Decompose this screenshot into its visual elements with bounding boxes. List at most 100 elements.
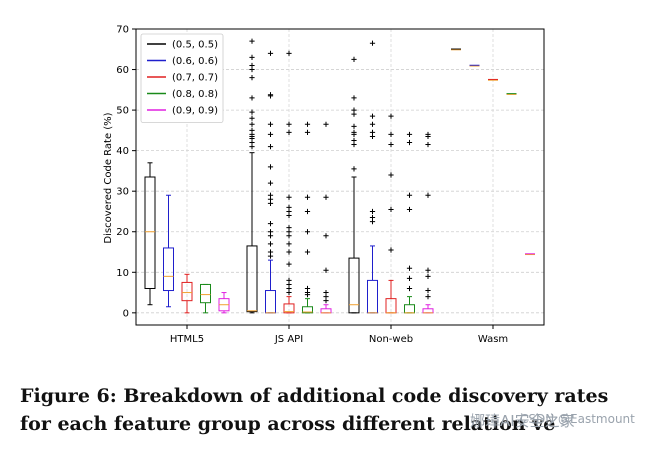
y-tick-label: 0	[123, 308, 129, 319]
flier-point	[406, 131, 413, 138]
flier-point	[323, 233, 329, 239]
flier-point	[286, 129, 292, 135]
flier-point	[249, 109, 255, 115]
box-body	[348, 257, 360, 314]
flier-point	[369, 208, 376, 215]
wechat-watermark: 娜璋AI安全之家	[470, 412, 575, 430]
flier-point	[388, 172, 394, 178]
box-non-web-4	[404, 131, 415, 314]
flier-point	[286, 261, 292, 267]
flier-point	[286, 204, 292, 211]
flier-point	[267, 143, 274, 150]
flier-point	[369, 129, 376, 135]
box-html5-4	[200, 283, 211, 314]
flier-point	[351, 56, 357, 63]
legend-label: (0.7, 0.7)	[172, 73, 218, 84]
flier-point	[369, 113, 376, 119]
y-tick-label: 50	[116, 106, 129, 117]
legend-item: (0.7, 0.7)	[147, 73, 218, 84]
box-body	[265, 290, 276, 314]
flier-point	[406, 192, 413, 198]
box-body	[404, 304, 415, 314]
box-plot-chart: 0 10 20 30 40 50 60 70 HTML5 JS API Non-web Wasm (…	[103, 25, 545, 345]
flier-point	[267, 192, 274, 198]
flier-point	[286, 249, 292, 255]
flier-point	[406, 265, 413, 271]
y-tick-label: 30	[116, 187, 129, 198]
flier-point	[267, 50, 274, 56]
flier-point	[369, 121, 376, 127]
flier-point	[267, 121, 274, 127]
flier-point	[286, 225, 292, 231]
flier-point	[323, 121, 329, 127]
flier-point	[249, 38, 255, 44]
flier-point	[304, 229, 311, 235]
flier-point	[388, 206, 394, 213]
flier-point	[323, 267, 329, 273]
legend-item: (0.8, 0.8)	[147, 89, 218, 100]
flier-point	[369, 214, 376, 221]
csdn-watermark: CSDN @Eastmount	[520, 412, 635, 426]
flier-point	[425, 273, 431, 279]
flier-point	[267, 92, 274, 98]
x-tick-label: JS API	[274, 334, 303, 345]
box-js-api-2	[265, 50, 276, 314]
flier-point	[304, 249, 311, 255]
flier-point	[351, 166, 357, 172]
legend-item: (0.5, 0.5)	[147, 40, 218, 51]
flier-point	[267, 221, 274, 227]
flier-point	[286, 194, 292, 200]
flier-point	[351, 137, 357, 144]
flier-point	[425, 267, 431, 273]
flier-point	[267, 164, 274, 170]
flier-point	[351, 107, 357, 113]
box-body	[144, 176, 156, 290]
x-tick-label: Non-web	[369, 334, 413, 345]
flier-point	[304, 129, 311, 135]
box-body	[283, 303, 295, 314]
flier-point	[304, 285, 311, 292]
box-js-api-5	[320, 121, 332, 314]
flier-point	[406, 285, 413, 292]
flier-point	[388, 141, 394, 148]
flier-point	[351, 95, 357, 101]
x-tick-label: Wasm	[478, 334, 508, 345]
legend-label: (0.9, 0.9)	[172, 106, 218, 117]
flier-point	[425, 294, 431, 300]
box-wasm-1	[451, 48, 461, 51]
box-series	[144, 38, 535, 314]
box-wasm-2	[469, 64, 480, 67]
box-html5-2	[163, 194, 174, 308]
box-js-api-1	[246, 38, 258, 314]
flier-point	[304, 194, 311, 200]
box-js-api-4	[302, 121, 313, 314]
flier-point	[286, 121, 292, 127]
x-axis: HTML5 JS API Non-web Wasm	[170, 325, 508, 345]
box-body	[422, 308, 434, 314]
flier-point	[249, 62, 255, 69]
y-axis-label: Discovered Code Rate (%)	[103, 112, 114, 243]
figure-caption: Figure 6: Breakdown of additional code d…	[20, 385, 609, 435]
box-non-web-5	[422, 131, 434, 314]
box-wasm-5	[525, 253, 535, 256]
flier-point	[425, 141, 431, 148]
box-body	[200, 283, 211, 304]
legend-item: (0.9, 0.9)	[147, 106, 218, 117]
flier-point	[388, 247, 394, 253]
flier-point	[267, 180, 274, 186]
flier-point	[249, 95, 255, 101]
y-axis: 0 10 20 30 40 50 60 70	[116, 25, 136, 319]
box-html5-5	[218, 292, 230, 314]
box-body	[302, 306, 313, 314]
flier-point	[249, 115, 255, 121]
flier-point	[406, 206, 413, 213]
box-body	[163, 247, 174, 292]
plot-frame	[135, 28, 545, 326]
x-tick-label: HTML5	[170, 334, 204, 345]
flier-point	[406, 275, 413, 281]
flier-point	[249, 75, 255, 81]
flier-point	[286, 277, 292, 283]
box-non-web-2	[367, 40, 378, 314]
flier-point	[304, 121, 311, 127]
flier-point	[249, 54, 255, 60]
